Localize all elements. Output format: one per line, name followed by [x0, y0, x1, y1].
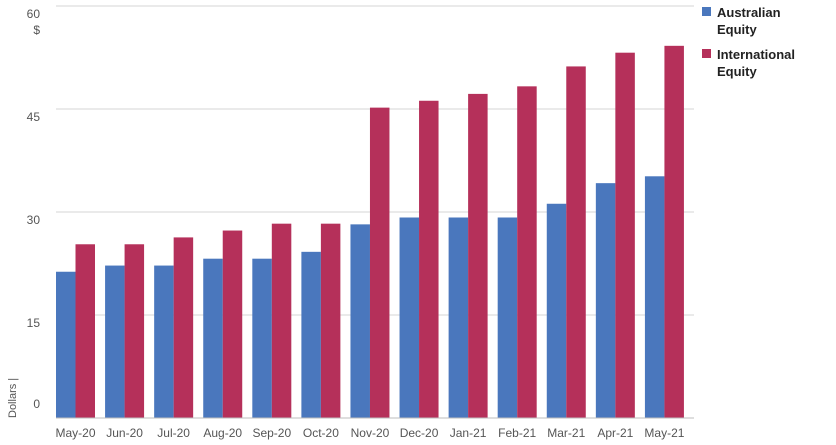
bar-australian-equity — [105, 265, 125, 418]
bar-international-equity — [222, 230, 243, 418]
bar-international-equity — [517, 86, 537, 418]
bar-australian-equity — [203, 258, 223, 418]
bar-australian-equity — [252, 258, 272, 418]
x-tick-label: Nov-20 — [351, 426, 390, 440]
y-axis-unit: $ — [33, 23, 40, 37]
legend: Australian Equity International Equity — [702, 4, 832, 88]
x-tick-label: Dec-20 — [400, 426, 439, 440]
x-axis-ticks: May-20 Jun-20 Jul-20 Aug-20 Sep-20 Oct-20 Nov-… — [55, 426, 684, 440]
x-tick-label: Oct-20 — [303, 426, 339, 440]
bars-group — [56, 45, 684, 419]
bar-australian-equity — [595, 183, 616, 418]
bar-australian-equity — [546, 203, 567, 418]
bar-international-equity — [419, 100, 439, 418]
bar-australian-equity — [399, 217, 420, 418]
bar-international-equity — [566, 66, 586, 418]
y-tick-label: 0 — [33, 397, 40, 411]
y-tick-label: 45 — [27, 110, 41, 124]
bar-australian-equity — [154, 265, 174, 418]
bar-australian-equity — [644, 176, 665, 418]
legend-item-australian-equity: Australian Equity — [702, 4, 832, 38]
y-axis-ticks: 0 15 30 45 60 — [27, 7, 41, 411]
x-tick-label: Mar-21 — [547, 426, 585, 440]
y-tick-label: 15 — [27, 316, 41, 330]
bar-international-equity — [369, 107, 390, 419]
x-tick-label: Jul-20 — [157, 426, 190, 440]
bar-international-equity — [75, 244, 95, 418]
bar-international-equity — [173, 237, 194, 418]
bar-international-equity — [664, 45, 684, 419]
x-tick-label: Jun-20 — [106, 426, 143, 440]
x-tick-label: May-21 — [644, 426, 684, 440]
bar-australian-equity — [497, 217, 518, 418]
bar-australian-equity — [301, 251, 321, 418]
x-tick-label: Apr-21 — [597, 426, 633, 440]
y-tick-label: 60 — [27, 7, 41, 21]
legend-label-australian-equity: Australian Equity — [717, 5, 781, 37]
y-axis-label: Dollars | — [7, 378, 19, 418]
bar-international-equity — [320, 223, 341, 418]
x-tick-label: Feb-21 — [498, 426, 536, 440]
bar-australian-equity — [448, 217, 469, 418]
bar-international-equity — [271, 223, 292, 418]
legend-swatch-international-equity — [702, 49, 711, 58]
legend-label-international-equity: International Equity — [717, 47, 796, 79]
x-tick-label: Jan-21 — [450, 426, 487, 440]
y-tick-label: 30 — [27, 213, 41, 227]
x-tick-label: Sep-20 — [252, 426, 291, 440]
bar-australian-equity — [56, 271, 76, 418]
legend-swatch-australian-equity — [702, 7, 711, 16]
bar-australian-equity — [350, 224, 370, 418]
legend-item-international-equity: International Equity — [702, 46, 832, 80]
bar-international-equity — [615, 52, 635, 419]
x-tick-label: May-20 — [55, 426, 95, 440]
x-tick-label: Aug-20 — [203, 426, 242, 440]
bar-international-equity — [468, 93, 488, 418]
bar-international-equity — [124, 244, 145, 418]
